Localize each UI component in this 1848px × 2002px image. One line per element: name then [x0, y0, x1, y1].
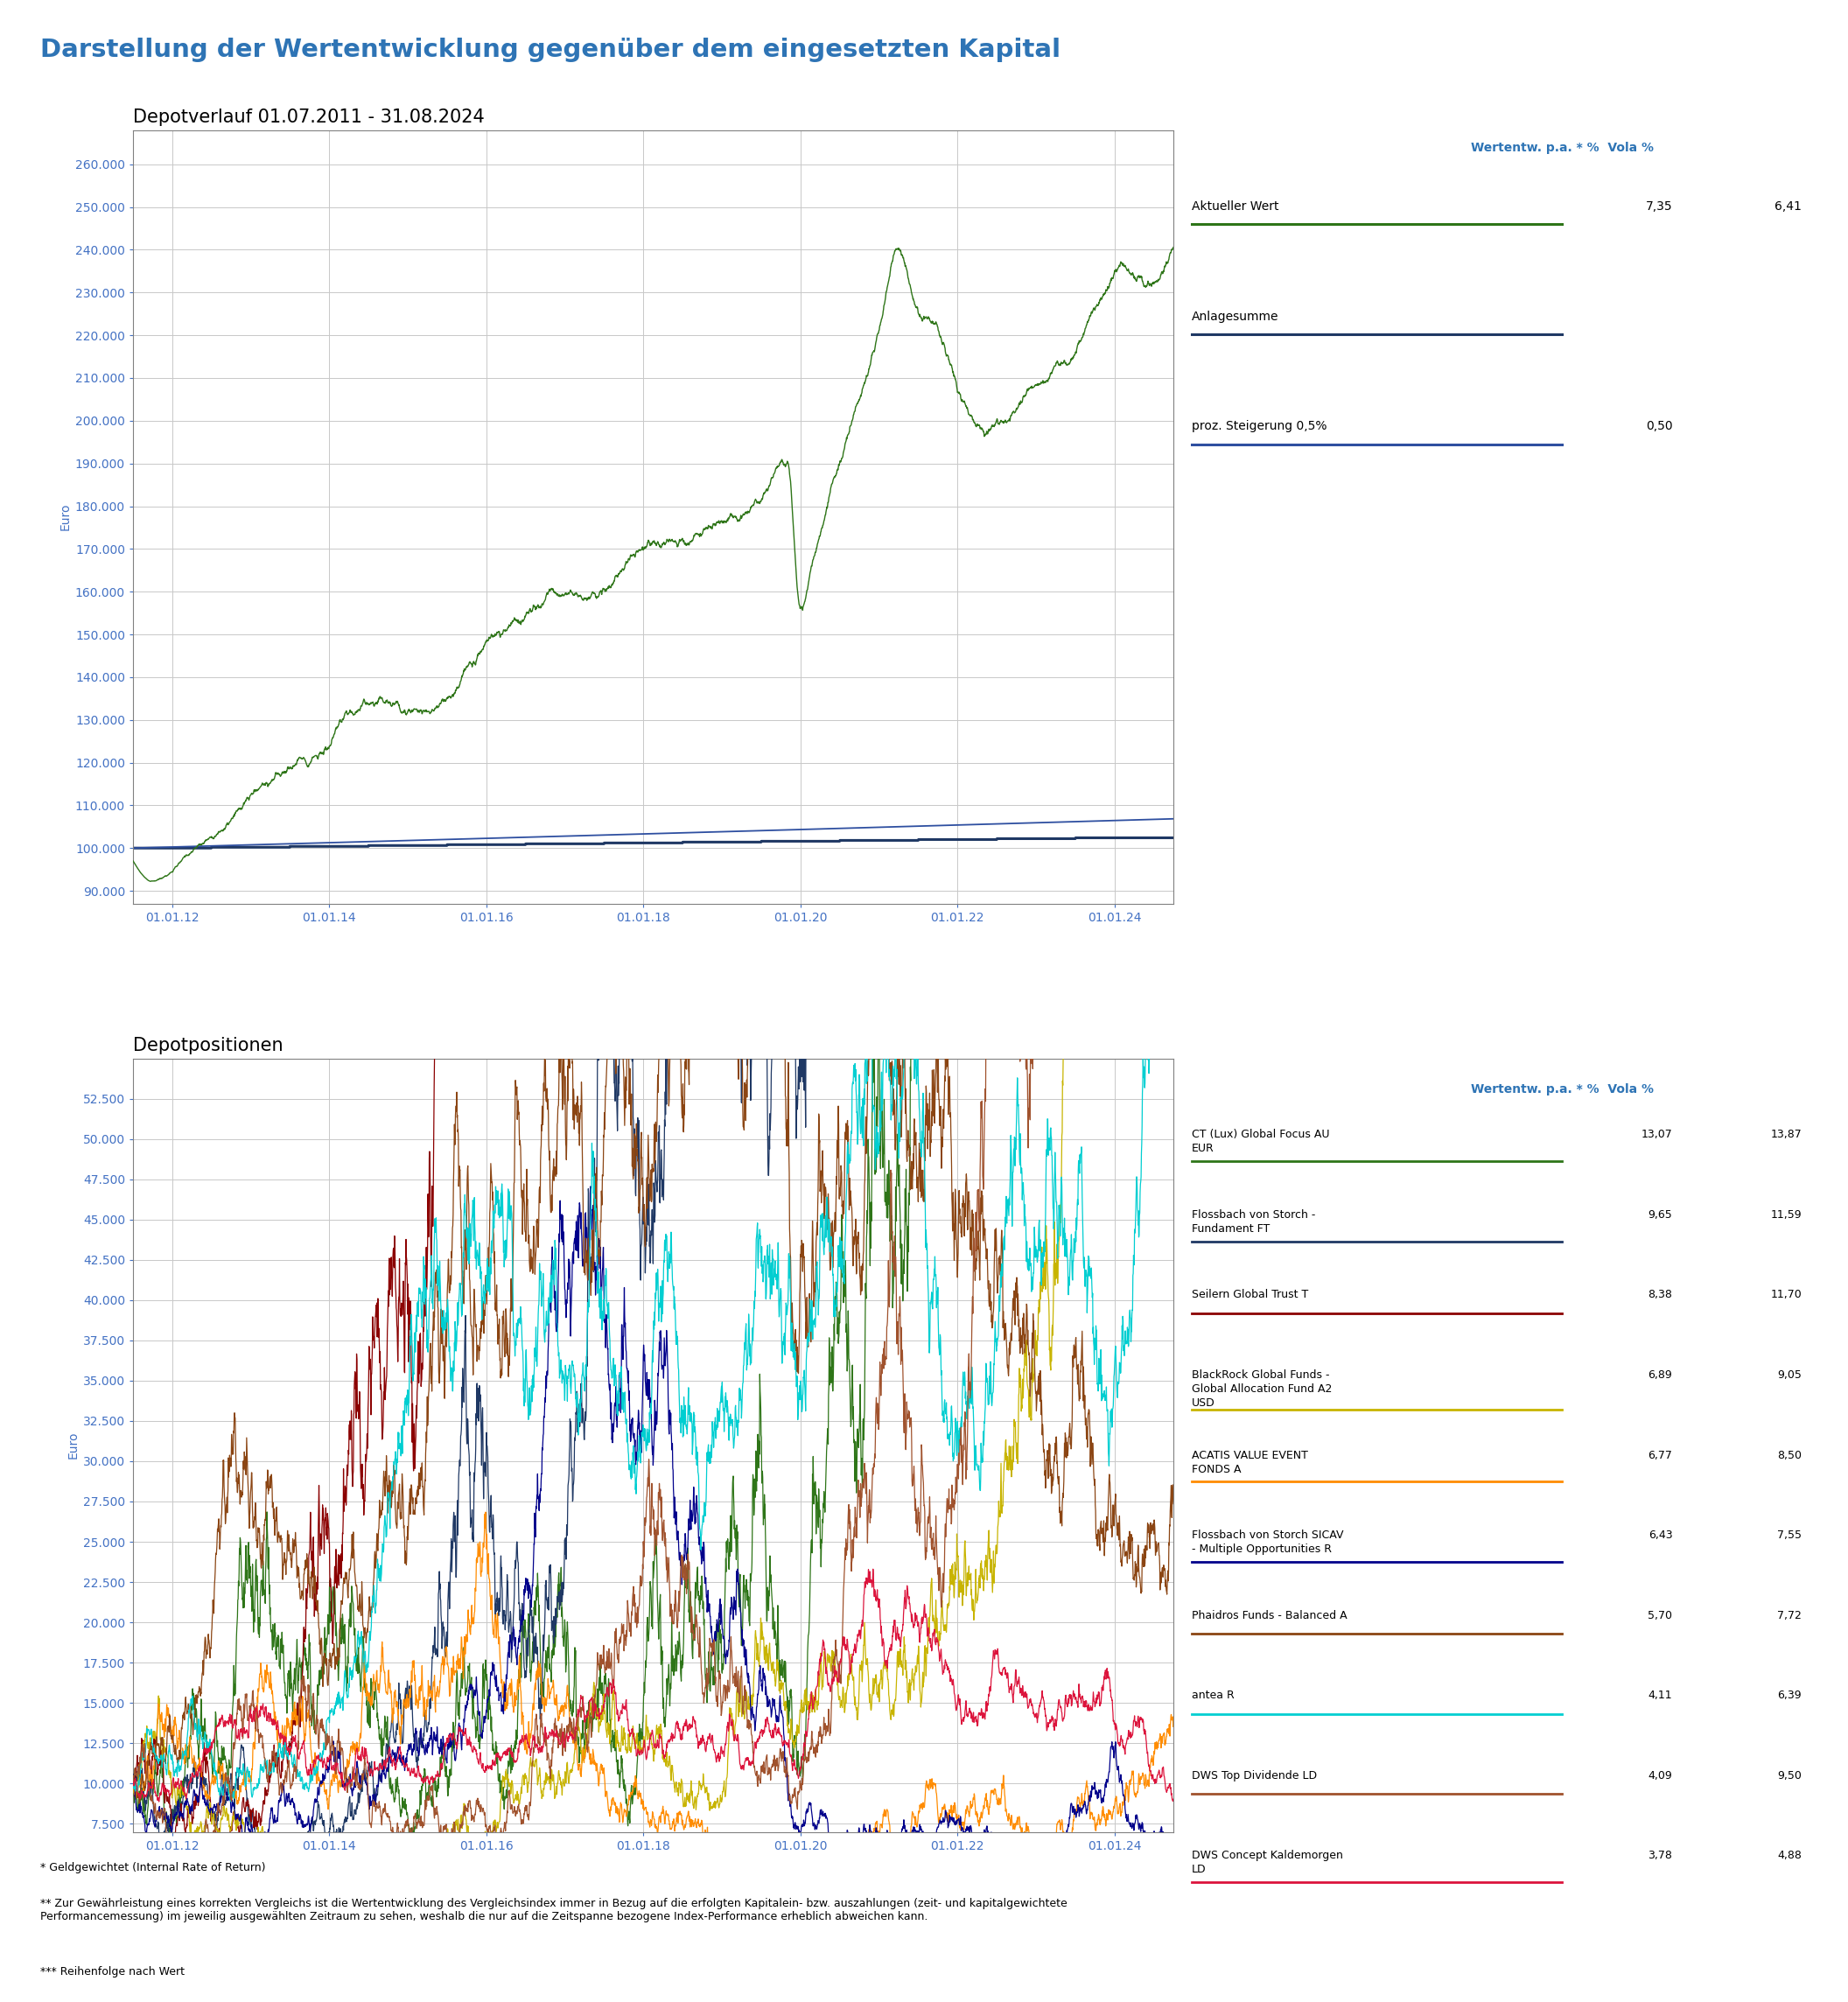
- Text: 13,87: 13,87: [1770, 1129, 1802, 1141]
- Text: Seilern Global Trust T: Seilern Global Trust T: [1192, 1289, 1308, 1301]
- Text: ACATIS VALUE EVENT
FONDS A: ACATIS VALUE EVENT FONDS A: [1192, 1449, 1308, 1475]
- Y-axis label: Euro: Euro: [59, 503, 72, 531]
- Text: 6,89: 6,89: [1648, 1369, 1672, 1381]
- Text: BlackRock Global Funds -
Global Allocation Fund A2
USD: BlackRock Global Funds - Global Allocati…: [1192, 1369, 1332, 1409]
- Text: 6,77: 6,77: [1648, 1449, 1672, 1461]
- Text: 8,38: 8,38: [1648, 1289, 1672, 1301]
- Text: * Geldgewichtet (Internal Rate of Return): * Geldgewichtet (Internal Rate of Return…: [41, 1862, 266, 1874]
- Text: antea R: antea R: [1192, 1690, 1234, 1702]
- Text: DWS Concept Kaldemorgen
LD: DWS Concept Kaldemorgen LD: [1192, 1850, 1343, 1876]
- Text: 8,50: 8,50: [1778, 1449, 1802, 1461]
- Text: proz. Steigerung 0,5%: proz. Steigerung 0,5%: [1192, 420, 1327, 432]
- Text: 7,55: 7,55: [1778, 1530, 1802, 1542]
- Text: Depotverlauf 01.07.2011 - 31.08.2024: Depotverlauf 01.07.2011 - 31.08.2024: [133, 108, 484, 126]
- Text: Flossbach von Storch -
Fundament FT: Flossbach von Storch - Fundament FT: [1192, 1209, 1316, 1235]
- Text: 5,70: 5,70: [1648, 1610, 1672, 1622]
- Text: 9,65: 9,65: [1648, 1209, 1672, 1221]
- Text: 3,78: 3,78: [1648, 1850, 1672, 1862]
- Text: 13,07: 13,07: [1641, 1129, 1672, 1141]
- Text: 4,09: 4,09: [1648, 1770, 1672, 1782]
- Text: 11,70: 11,70: [1770, 1289, 1802, 1301]
- Text: 9,05: 9,05: [1778, 1369, 1802, 1381]
- Text: Flossbach von Storch SICAV
- Multiple Opportunities R: Flossbach von Storch SICAV - Multiple Op…: [1192, 1530, 1343, 1556]
- Text: 6,41: 6,41: [1774, 200, 1802, 212]
- Text: ** Zur Gewährleistung eines korrekten Vergleichs ist die Wertentwicklung des Ver: ** Zur Gewährleistung eines korrekten Ve…: [41, 1898, 1068, 1922]
- Text: 11,59: 11,59: [1770, 1209, 1802, 1221]
- Text: 4,88: 4,88: [1778, 1850, 1802, 1862]
- Text: 9,50: 9,50: [1778, 1770, 1802, 1782]
- Text: Phaidros Funds - Balanced A: Phaidros Funds - Balanced A: [1192, 1610, 1347, 1622]
- Text: 0,50: 0,50: [1645, 420, 1672, 432]
- Text: Wertentw. p.a. * %  Vola %: Wertentw. p.a. * % Vola %: [1471, 142, 1654, 154]
- Text: Darstellung der Wertentwicklung gegenüber dem eingesetzten Kapital: Darstellung der Wertentwicklung gegenübe…: [41, 38, 1061, 62]
- Text: Wertentw. p.a. * %  Vola %: Wertentw. p.a. * % Vola %: [1471, 1083, 1654, 1095]
- Y-axis label: Euro: Euro: [67, 1431, 79, 1459]
- Text: *** Reihenfolge nach Wert: *** Reihenfolge nach Wert: [41, 1966, 185, 1978]
- Text: CT (Lux) Global Focus AU
EUR: CT (Lux) Global Focus AU EUR: [1192, 1129, 1331, 1155]
- Text: 6,39: 6,39: [1778, 1690, 1802, 1702]
- Text: Anlagesumme: Anlagesumme: [1192, 310, 1279, 322]
- Text: 4,11: 4,11: [1648, 1690, 1672, 1702]
- Text: 6,43: 6,43: [1648, 1530, 1672, 1542]
- Text: DWS Top Dividende LD: DWS Top Dividende LD: [1192, 1770, 1318, 1782]
- Text: Aktueller Wert: Aktueller Wert: [1192, 200, 1279, 212]
- Text: Depotpositionen: Depotpositionen: [133, 1037, 283, 1055]
- Text: 7,72: 7,72: [1778, 1610, 1802, 1622]
- Text: 7,35: 7,35: [1645, 200, 1672, 212]
